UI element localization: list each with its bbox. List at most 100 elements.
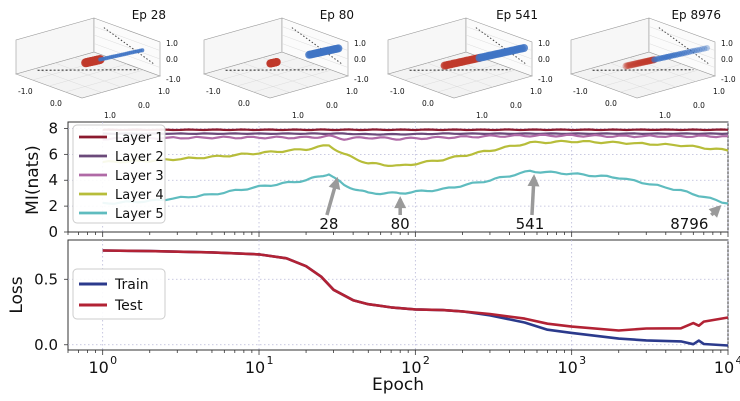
trajectory-red-point [622,62,630,70]
x-tick-label: 10 [245,358,265,377]
loss-x-ticks: 10 0 10 1 10 2 10 3 10 4 [67,350,740,377]
x-tick-label: 10 [557,358,577,377]
trajectory-red-point [626,61,634,69]
annotation-arrow-head [328,176,341,191]
z-tick-label: 1.0 [354,39,366,48]
x-tick-exponent: 1 [267,354,274,367]
panel-title: Ep 8976 [671,8,721,22]
mi-y-ticks: 0 2 4 6 8 [48,119,729,241]
pane-grid [236,63,316,87]
pane-grid [93,34,161,60]
trajectory-blue-point [704,45,710,51]
annotation-label: 541 [516,215,545,233]
trajectory-red-point [625,61,633,69]
floor-projection [592,69,694,71]
pane-grid [648,34,716,60]
pane-grid [48,63,128,87]
trajectory-red-point [627,61,635,69]
y-tick-label: 0.5 [34,270,58,288]
panel-3d-ep28: Ep 281.00.0-1.0-1.00.01.0-1.00.01.0 [15,8,181,136]
trajectory-blue-point [701,45,708,52]
legend-label: Layer 2 [115,150,164,165]
trajectory-blue-point [334,44,343,53]
mi-line-layer-4 [102,139,729,168]
mi-line-layer-5 [102,169,729,205]
z-tick-label: 0.0 [354,55,366,64]
annotation-arrow-head [708,205,722,218]
y-tick-label: 0.0 [510,101,522,110]
loss-series-lines [102,249,729,347]
y-tick-label: 2 [48,197,58,215]
z-tick-label: -1.0 [166,75,181,84]
legend-label: Train [114,277,149,293]
x-tick-exponent: 4 [736,354,740,367]
trajectory-blue-point [140,48,145,53]
annotation-label: 80 [391,215,410,233]
pane-grid [93,26,161,51]
mi-legend: Layer 1 Layer 2 Layer 3 Layer 4 Layer 5 [72,124,166,224]
panel-title: Ep 80 [320,8,354,22]
legend-label: Layer 1 [115,131,164,146]
trajectory-blue-point [520,44,528,52]
x-tick-label: 0.0 [605,99,617,108]
z-tick-label: 0.0 [166,55,178,64]
z-tick-label: 1.0 [166,39,178,48]
legend-label: Test [114,298,143,314]
legend-label: Layer 5 [115,207,164,222]
x-tick-label: 10 [401,358,421,377]
annotation-label: 28 [319,215,338,233]
annotation-label: 8796 [670,215,708,233]
panel-3d-ep80: Ep 801.00.0-1.0-1.00.01.0-1.00.01.0 [203,8,369,136]
pane-grid [465,34,533,60]
legend-label: Layer 4 [115,188,164,203]
y-tick-label: 1.0 [530,87,542,96]
z-tick-label: -1.0 [538,75,553,84]
z-tick-label: -1.0 [721,75,736,84]
loss-legend: Train Test [72,268,166,320]
x-tick-label: -1.0 [573,87,588,96]
panel-title: Ep 28 [132,8,166,22]
y-tick-label: 1.0 [346,87,358,96]
trajectory-blue-point [691,47,698,54]
y-tick-label: 0 [48,223,58,241]
trajectory-blue-point [694,47,700,54]
y-tick-label: 0.0 [34,336,58,354]
y-tick-label: 6 [48,145,58,163]
trajectory-blue-point [696,46,703,53]
trajectory-blue-point [699,46,705,53]
y-tick-label: 0.0 [693,101,705,110]
y-tick-label: 4 [48,171,58,189]
x-tick-label: -1.0 [206,87,221,96]
mi-annotations: 28 80 541 8796 [319,174,722,233]
y-tick-label: 1.0 [158,87,170,96]
mi-line-layer-3 [102,133,728,141]
x-tick-label: 10 [89,358,109,377]
y-tick-label: 1.0 [713,87,725,96]
annotation-arrow-head [394,196,407,209]
pane-grid [65,69,144,93]
loss-y-ticks: 0.0 0.5 [34,270,68,354]
x-tick-exponent: 3 [579,354,586,367]
x-tick-label: 1.0 [104,111,116,120]
x-tick-label: 0.0 [50,99,62,108]
x-tick-exponent: 2 [423,354,430,367]
panel-title: Ep 541 [496,8,538,22]
floor-projection [37,69,139,71]
z-tick-label: 1.0 [538,39,550,48]
loss-x-label: Epoch [372,375,424,395]
loss-y-label: Loss [7,276,27,313]
mi-line-layer-2 [102,132,729,136]
legend-label: Layer 3 [115,169,164,184]
z-tick-label: 1.0 [721,39,733,48]
trajectory-red-point [623,62,631,70]
annotation-arrow-head [527,174,540,187]
mi-series-lines [102,128,729,205]
loss-line-test [102,249,729,332]
z-tick-label: 0.0 [721,55,733,64]
loss-plot-area [67,239,729,351]
z-tick-label: -1.0 [354,75,369,84]
pane-grid [281,34,349,60]
